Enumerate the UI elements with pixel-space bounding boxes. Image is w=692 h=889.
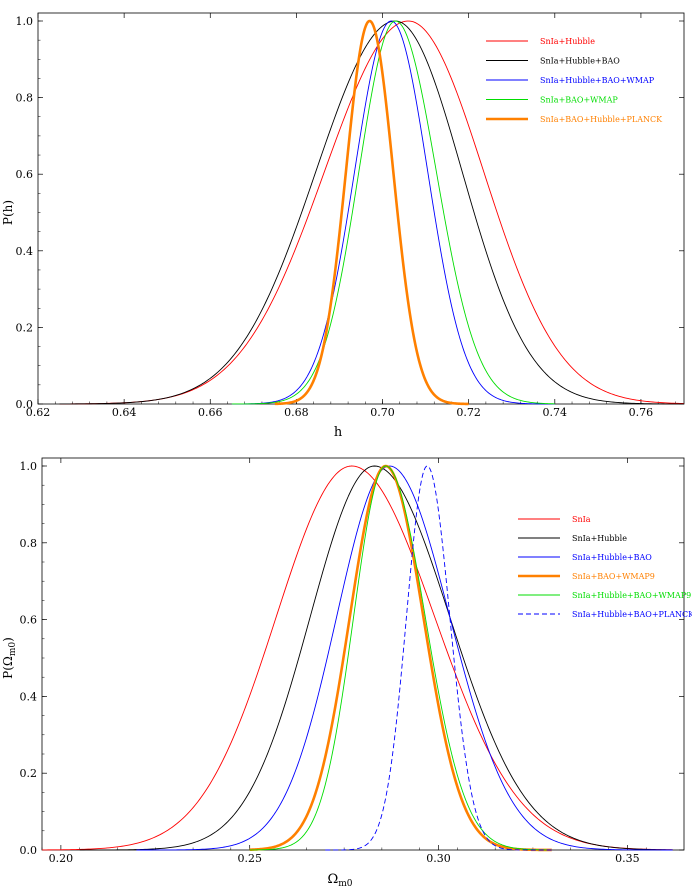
series-curve-snia-hubble-bao-planck	[325, 465, 552, 851]
x-tick-label: 0.25	[237, 852, 262, 865]
legend-label: SnIa+BAO+WMAP9	[572, 572, 655, 581]
y-tick-label: 0.0	[20, 844, 38, 857]
series-curve-snia-bao-wmap9	[249, 464, 553, 852]
x-tick-label: 0.30	[426, 852, 451, 865]
legend-label: SnIa	[572, 515, 591, 524]
x-tick-label: 0.68	[284, 406, 309, 419]
x-tick-label: 0.74	[543, 406, 568, 419]
x-tick-label: 0.66	[198, 406, 223, 419]
y-tick-label: 0.4	[16, 245, 34, 258]
legend-label: SnIa+BAO+Hubble+PLANCK	[540, 115, 663, 124]
y-axis-label-close: )	[1, 637, 15, 642]
y-axis-label: P(h)	[1, 200, 15, 225]
series-curve-snia-hubble-bao-wmap	[231, 20, 555, 405]
legend-label: SnIa+Hubble+BAO	[540, 57, 620, 66]
series-curve-snia-bao-wmap	[231, 20, 555, 405]
legend-label: SnIa+Hubble+BAO	[572, 553, 652, 562]
y-tick-label: 0.4	[20, 690, 38, 703]
series-curve-snia-hubble-bao-wmap9	[249, 465, 552, 851]
y-tick-label: 0.8	[20, 537, 38, 550]
x-axis-label: Ωm0	[327, 872, 352, 889]
legend: SnIa SnIa+Hubble SnIa+Hubble+BAO SnIa+BAO+W…	[518, 515, 692, 619]
y-tick-label: 0.0	[16, 398, 34, 411]
series-curve-snia-hubble-bao	[59, 20, 685, 405]
legend-label: SnIa+Hubble+BAO+WMAP9	[572, 591, 691, 600]
y-tick-label: 0.8	[16, 92, 34, 105]
y-axis-label: P(Ωm0)	[1, 637, 18, 679]
x-tick-label: 0.20	[49, 852, 74, 865]
chart-panel-omega-m0: 0.20 0.25 0.30 0.35 0.0 0.2 0.4 0.6 0.8 1.0 Ωm0 P(Ω…	[1, 457, 692, 889]
y-tick-label: 0.6	[16, 168, 34, 181]
series-curve-snia-hubble	[79, 465, 673, 851]
y-tick-label: 1.0	[16, 15, 34, 28]
series-group	[59, 19, 685, 406]
plot-frame	[37, 12, 685, 405]
x-axis-label-sub: m0	[338, 879, 353, 889]
y-axis-label-sub: m0	[8, 642, 18, 657]
y-tick-label: 0.2	[16, 321, 34, 334]
y-tick-label: 0.6	[20, 614, 38, 627]
y-tick-label: 1.0	[20, 460, 38, 473]
legend-label: SnIa+Hubble	[572, 534, 627, 543]
series-curve-snia-bao-hubble-planck	[274, 19, 470, 406]
x-tick-label: 0.64	[112, 406, 137, 419]
x-axis-label: h	[334, 425, 343, 440]
legend-label: SnIa+BAO+WMAP	[540, 96, 618, 105]
chart-panel-h: 0.62 0.64 0.66 0.68 0.70 0.72 0.74 0.76 0.0 0.2 0.…	[1, 12, 685, 440]
x-tick-label: 0.72	[456, 406, 481, 419]
series-group	[41, 464, 673, 852]
x-tick-label: 0.76	[629, 406, 654, 419]
series-curve-snia	[41, 465, 673, 851]
plot-frame	[41, 457, 685, 851]
legend-label: SnIa+Hubble+BAO+WMAP	[540, 76, 655, 85]
y-tick-label: 0.2	[20, 767, 38, 780]
legend-label: SnIa+Hubble	[540, 37, 595, 46]
x-tick-label: 0.62	[26, 406, 51, 419]
x-tick-label: 0.70	[370, 406, 395, 419]
series-curve-snia-hubble-bao	[136, 465, 673, 851]
x-tick-label: 0.35	[615, 852, 640, 865]
legend: SnIa+Hubble SnIa+Hubble+BAO SnIa+Hubble+BA…	[486, 37, 663, 124]
legend-label: SnIa+Hubble+BAO+PLANCK	[572, 610, 692, 619]
